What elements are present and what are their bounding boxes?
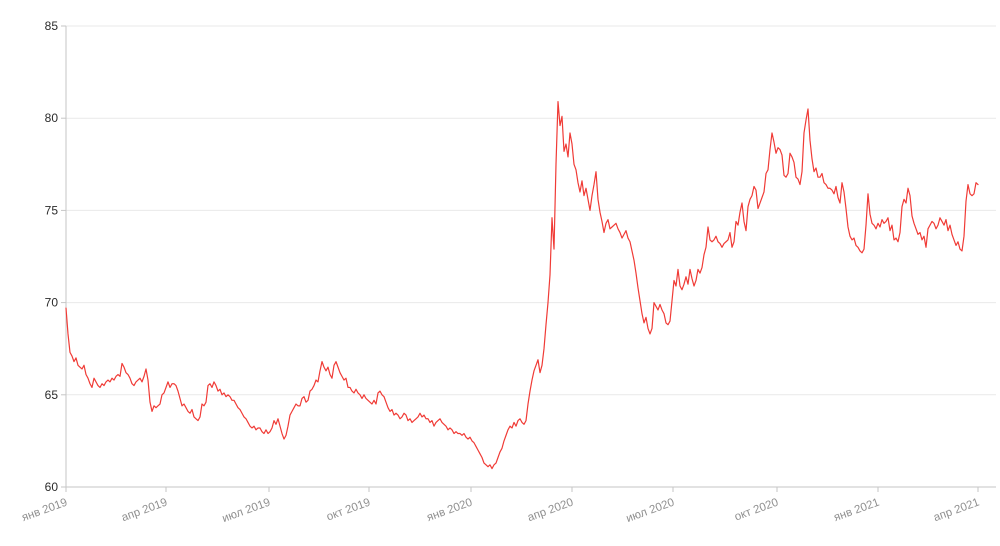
x-tick-label-0: янв 2019	[20, 497, 69, 525]
x-tick-label-3: окт 2019	[325, 497, 372, 524]
y-tick-label-65: 65	[45, 388, 59, 402]
y-tick-label-80: 80	[45, 111, 59, 125]
x-tick-label-8: янв 2021	[832, 497, 881, 525]
x-tick-label-5: апр 2020	[526, 497, 575, 525]
y-tick-label-85: 85	[45, 19, 59, 33]
y-tick-label-75: 75	[45, 203, 59, 217]
y-tick-label-70: 70	[45, 296, 59, 310]
x-tick-label-4: янв 2020	[425, 497, 474, 525]
y-tick-label-60: 60	[45, 480, 59, 494]
price-line-exchange-rate	[65, 100, 979, 470]
x-tick-label-7: окт 2020	[733, 497, 780, 524]
x-tick-label-9: апр 2021	[932, 497, 981, 525]
x-tick-label-1: апр 2019	[120, 497, 169, 525]
x-tick-label-6: июл 2020	[625, 497, 676, 525]
x-tick-label-2: июл 2019	[221, 497, 272, 525]
